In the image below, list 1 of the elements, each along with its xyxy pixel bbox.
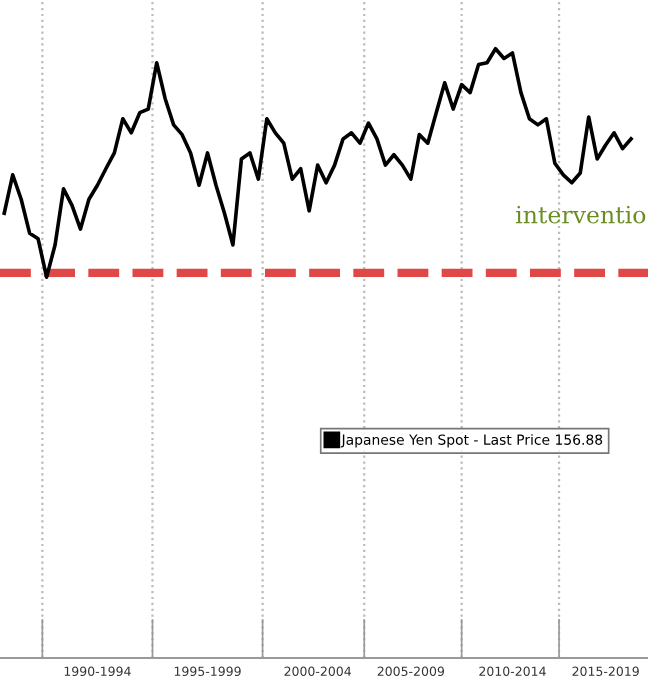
annotation: interventio — [516, 205, 646, 224]
